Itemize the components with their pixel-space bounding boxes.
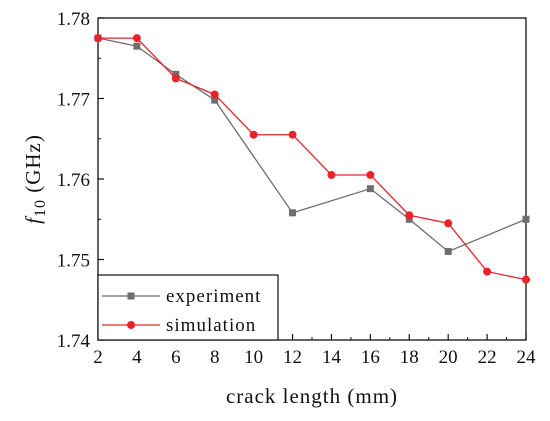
experiment-point (366, 185, 374, 193)
simulation-point (288, 130, 297, 139)
experiment-point (522, 215, 530, 223)
simulation-point (249, 130, 258, 139)
legend-entry-experiment: experiment (102, 286, 261, 307)
simulation-point (366, 170, 375, 179)
simulation-point (405, 211, 414, 220)
simulation-series (94, 34, 530, 284)
x-tick-label: 22 (478, 347, 497, 368)
x-axis-title: crack length (mm) (226, 384, 398, 408)
x-tick-label: 24 (517, 347, 537, 368)
y-tick-label: 1.74 (57, 331, 91, 352)
experiment-point (289, 209, 297, 217)
x-tick-label: 8 (210, 347, 220, 368)
x-tick-label: 6 (171, 347, 181, 368)
legend-box (97, 274, 279, 341)
simulation-point (522, 275, 530, 284)
simulation-point (483, 267, 492, 276)
svg-text:f10 (GHz): f10 (GHz) (21, 134, 49, 224)
simulation-point (127, 321, 135, 329)
simulation-point (210, 90, 219, 99)
experiment-point (211, 96, 219, 104)
x-tick-label: 14 (322, 347, 342, 368)
y-tick-label: 1.78 (57, 9, 90, 30)
experiment-line (97, 37, 527, 253)
y-tick-label: 1.76 (57, 170, 90, 191)
experiment-series (94, 34, 530, 255)
simulation-line (98, 37, 527, 281)
experiment-point (405, 215, 413, 223)
legend-entry-simulation: simulation (102, 315, 256, 336)
x-tick-label: 4 (132, 347, 142, 368)
y-axis-unit: (GHz) (21, 134, 45, 199)
experiment-point (127, 292, 135, 300)
experiment-point (172, 70, 180, 78)
y-axis-title: f10 (GHz) (21, 134, 49, 224)
simulation-point (94, 34, 102, 43)
x-tick-label: 18 (400, 347, 419, 368)
x-tick-label: 10 (244, 347, 263, 368)
y-axis-subscript: 10 (32, 199, 49, 217)
simulation-point (132, 34, 141, 43)
simulation-point (444, 219, 453, 228)
legend-label: simulation (166, 315, 256, 336)
legend-label: experiment (166, 286, 261, 307)
experiment-point (444, 247, 452, 255)
legend: experiment simulation (97, 274, 279, 341)
y-tick-label: 1.77 (57, 90, 90, 111)
x-tick-label: 2 (93, 347, 103, 368)
y-tick-label: 1.75 (57, 251, 90, 272)
simulation-point (327, 170, 336, 179)
x-tick-label: 16 (361, 347, 380, 368)
x-tick-label: 20 (439, 347, 458, 368)
simulation-point (171, 74, 180, 83)
x-tick-label: 12 (283, 347, 302, 368)
y-axis-symbol: f (21, 215, 45, 224)
experiment-point (133, 42, 141, 50)
